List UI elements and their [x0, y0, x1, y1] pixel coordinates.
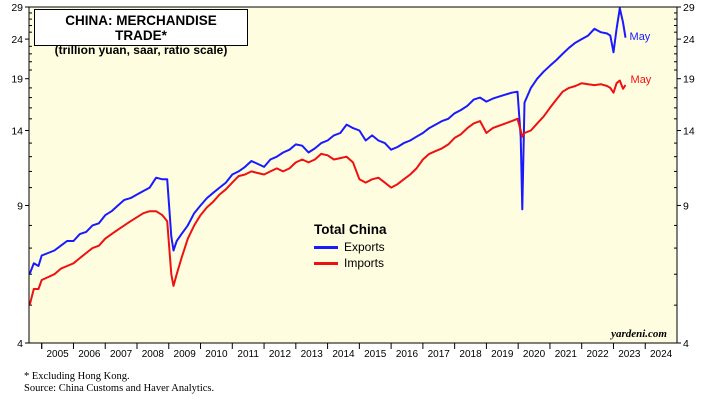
plot-area	[29, 7, 677, 343]
exports-end-label: May	[629, 30, 651, 43]
y-tick-label-right: 9	[683, 200, 689, 212]
series-line-imports	[28, 79, 627, 306]
y-tick-label-right: 29	[683, 2, 695, 14]
x-tick-label: 2016	[396, 349, 419, 360]
y-tick-label-right: 19	[683, 74, 695, 86]
legend-label-imports: Imports	[344, 256, 385, 270]
x-tick-label: 2015	[364, 349, 387, 360]
legend-item-imports: Imports	[314, 255, 387, 271]
chart-title: CHINA: MERCHANDISE TRADE*	[65, 13, 217, 43]
x-tick-label: 2017	[428, 349, 451, 360]
imports-end-label: May	[630, 74, 652, 87]
x-tick-label: 2023	[618, 349, 641, 360]
footnote-note: * Excluding Hong Kong.	[24, 371, 130, 382]
series-line-exports	[28, 7, 627, 275]
y-tick-label-left: 24	[11, 34, 23, 46]
y-tick-label-left: 9	[17, 200, 23, 212]
x-tick-label: 2013	[301, 349, 324, 360]
x-tick-label: 2020	[523, 349, 546, 360]
legend-title: Total China	[314, 222, 387, 237]
y-tick-label-right: 4	[683, 338, 689, 350]
x-tick-label: 2005	[46, 349, 69, 360]
x-tick-label: 2024	[650, 349, 673, 360]
y-tick-label-right: 24	[683, 34, 695, 46]
x-tick-label: 2018	[459, 349, 482, 360]
y-tick-label-left: 14	[11, 126, 23, 138]
series-layer	[28, 7, 627, 306]
y-tick-label-left: 19	[11, 74, 23, 86]
legend-item-exports: Exports	[314, 239, 387, 255]
chart-title-box: CHINA: MERCHANDISE TRADE* (trillion yuan…	[34, 9, 248, 57]
tick-layer: 4 4 9 9 14 14 19 19 24 24 29 29 2005 2006 2007 2008 2009…	[11, 2, 695, 360]
x-tick-label: 2006	[78, 349, 101, 360]
x-tick-label: 2019	[491, 349, 514, 360]
plot-frame	[28, 6, 678, 344]
footnote: * Excluding Hong Kong. Source: China Cus…	[24, 371, 214, 395]
footnote-source: Source: China Customs and Haver Analytic…	[24, 383, 215, 394]
x-tick-label: 2022	[586, 349, 609, 360]
x-tick-label: 2011	[237, 349, 259, 360]
x-tick-label: 2009	[174, 349, 197, 360]
y-tick-label-left: 29	[11, 2, 23, 14]
legend: Total China Exports Imports	[314, 222, 387, 271]
x-tick-label: 2012	[269, 349, 292, 360]
legend-swatch-exports	[314, 245, 338, 249]
brand-watermark: yardeni.com	[611, 328, 667, 340]
legend-label-exports: Exports	[344, 240, 385, 254]
y-tick-label-right: 14	[683, 126, 695, 138]
x-tick-label: 2014	[332, 349, 355, 360]
chart-subtitle: (trillion yuan, saar, ratio scale)	[54, 43, 228, 57]
x-tick-label: 2007	[110, 349, 133, 360]
x-tick-label: 2008	[142, 349, 165, 360]
x-tick-label: 2021	[555, 349, 578, 360]
y-tick-label-left: 4	[17, 338, 23, 350]
x-tick-label: 2010	[205, 349, 228, 360]
legend-swatch-imports	[314, 261, 338, 265]
